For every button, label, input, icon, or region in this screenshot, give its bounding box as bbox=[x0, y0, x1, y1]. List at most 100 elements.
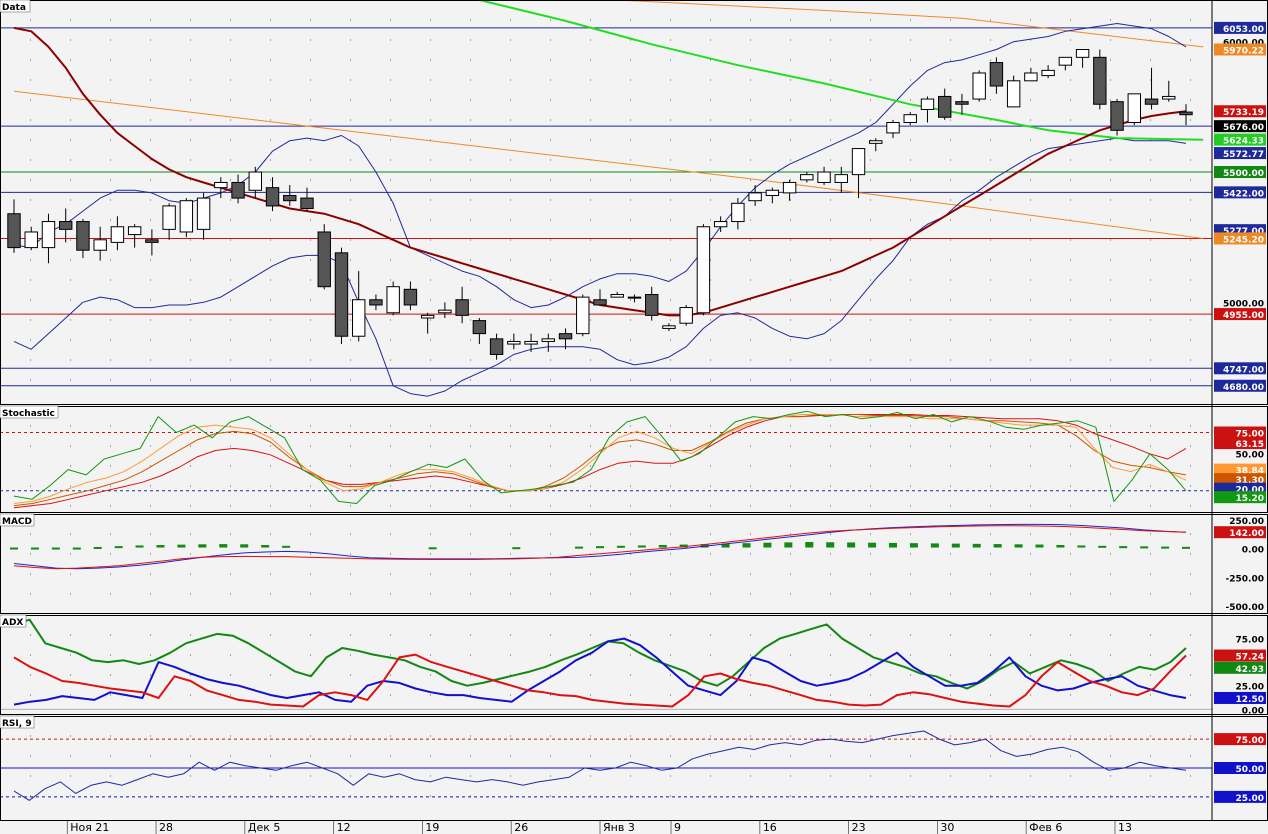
candle-body bbox=[576, 296, 590, 335]
candle[interactable] bbox=[248, 166, 262, 199]
adx-panel[interactable] bbox=[0, 618, 1212, 710]
candle[interactable] bbox=[1058, 56, 1073, 71]
candle[interactable] bbox=[438, 302, 452, 318]
candle[interactable] bbox=[558, 328, 573, 350]
candle[interactable] bbox=[765, 187, 780, 204]
candle[interactable] bbox=[1006, 75, 1021, 108]
macd-panel[interactable] bbox=[10, 523, 1190, 570]
rsi-panel[interactable] bbox=[0, 730, 1212, 801]
candle[interactable] bbox=[93, 226, 107, 261]
trendline-lower bbox=[13, 90, 1204, 239]
macd-histogram-bar bbox=[1182, 546, 1190, 549]
time-tick-label-11: Фев 6 bbox=[1029, 821, 1062, 834]
candle[interactable] bbox=[59, 208, 73, 243]
candle[interactable] bbox=[1179, 104, 1193, 126]
candle[interactable] bbox=[420, 312, 435, 334]
candle[interactable] bbox=[196, 192, 211, 240]
candle[interactable] bbox=[782, 179, 797, 201]
candle[interactable] bbox=[869, 138, 883, 152]
macd-histogram-bar bbox=[1077, 545, 1086, 548]
candle-body bbox=[765, 189, 780, 196]
candle[interactable] bbox=[403, 281, 418, 311]
candle[interactable] bbox=[214, 177, 228, 199]
candle[interactable] bbox=[541, 333, 555, 352]
time-tick-label-2: Дек 5 bbox=[248, 821, 281, 834]
bollinger-upper-line bbox=[13, 23, 1187, 309]
candle[interactable] bbox=[886, 119, 900, 139]
candle[interactable] bbox=[162, 203, 176, 240]
candle[interactable] bbox=[713, 216, 728, 232]
candle[interactable] bbox=[593, 289, 607, 306]
candle[interactable] bbox=[145, 229, 159, 256]
candle[interactable] bbox=[1075, 49, 1090, 68]
candle[interactable] bbox=[576, 294, 590, 337]
candle[interactable] bbox=[610, 291, 624, 298]
candle[interactable] bbox=[696, 224, 711, 316]
price-axis-label-5: 5676.00 bbox=[1214, 120, 1266, 133]
price-axis-label-7: 5572.77 bbox=[1214, 147, 1266, 160]
adx-axis-label-2-bg bbox=[1214, 661, 1266, 674]
candle[interactable] bbox=[627, 294, 642, 303]
candle[interactable] bbox=[1110, 99, 1124, 136]
macd-axis-label-0-text: 250.00 bbox=[1229, 517, 1264, 527]
time-tick-label-12: 13 bbox=[1118, 821, 1132, 834]
price-axis-label-11-bg bbox=[1214, 232, 1266, 245]
candle[interactable] bbox=[1127, 93, 1141, 126]
candle[interactable] bbox=[1162, 80, 1176, 102]
stochastic-axis-label-0-text: 75.00 bbox=[1236, 430, 1264, 440]
price-panel[interactable] bbox=[0, 0, 1212, 397]
candle[interactable] bbox=[834, 166, 848, 193]
candle[interactable] bbox=[231, 174, 245, 204]
candle-body bbox=[610, 294, 624, 298]
candle[interactable] bbox=[851, 148, 866, 199]
candle[interactable] bbox=[7, 199, 21, 253]
stochastic-axis-label-3-text: 38.84 bbox=[1236, 467, 1264, 477]
candle[interactable] bbox=[938, 88, 952, 120]
macd-line bbox=[13, 525, 1187, 570]
candle[interactable] bbox=[1093, 49, 1107, 110]
candle[interactable] bbox=[972, 70, 986, 102]
candle[interactable] bbox=[662, 323, 676, 332]
candle[interactable] bbox=[800, 172, 814, 183]
candle[interactable] bbox=[472, 317, 487, 345]
stochastic-axis-label-0-bg bbox=[1214, 426, 1266, 439]
rsi-axis-label-2-bg bbox=[1214, 790, 1266, 803]
candle[interactable] bbox=[24, 226, 38, 251]
candle[interactable] bbox=[731, 198, 745, 230]
candle[interactable] bbox=[903, 112, 917, 126]
candle[interactable] bbox=[265, 177, 280, 212]
candle[interactable] bbox=[679, 304, 693, 326]
candle-body bbox=[1093, 56, 1107, 105]
candle[interactable] bbox=[369, 294, 383, 311]
candle[interactable] bbox=[76, 218, 90, 259]
candle[interactable] bbox=[317, 224, 331, 290]
candle[interactable] bbox=[455, 286, 469, 324]
candle[interactable] bbox=[41, 213, 56, 264]
candle[interactable] bbox=[1144, 67, 1159, 110]
candle[interactable] bbox=[524, 333, 538, 352]
candle[interactable] bbox=[989, 57, 1004, 94]
candle[interactable] bbox=[748, 185, 762, 206]
candle[interactable] bbox=[817, 166, 831, 186]
candle[interactable] bbox=[110, 216, 125, 251]
macd-histogram-bar bbox=[10, 547, 18, 550]
candle[interactable] bbox=[507, 333, 521, 350]
candle[interactable] bbox=[127, 224, 142, 248]
candle[interactable] bbox=[300, 187, 314, 212]
price-axis-label-5-bg bbox=[1214, 120, 1266, 133]
candle[interactable] bbox=[955, 93, 969, 115]
candle[interactable] bbox=[386, 281, 400, 316]
time-tick-label-1: 28 bbox=[159, 821, 173, 834]
candle[interactable] bbox=[1024, 67, 1038, 82]
candle[interactable] bbox=[645, 286, 659, 321]
candle[interactable] bbox=[920, 96, 935, 123]
candle[interactable] bbox=[179, 198, 194, 238]
candle[interactable] bbox=[334, 247, 349, 345]
stochastic-panel[interactable] bbox=[0, 410, 1212, 509]
candle[interactable] bbox=[489, 333, 504, 360]
candle[interactable] bbox=[352, 271, 366, 342]
candle[interactable] bbox=[1041, 65, 1055, 79]
candle[interactable] bbox=[283, 185, 297, 206]
